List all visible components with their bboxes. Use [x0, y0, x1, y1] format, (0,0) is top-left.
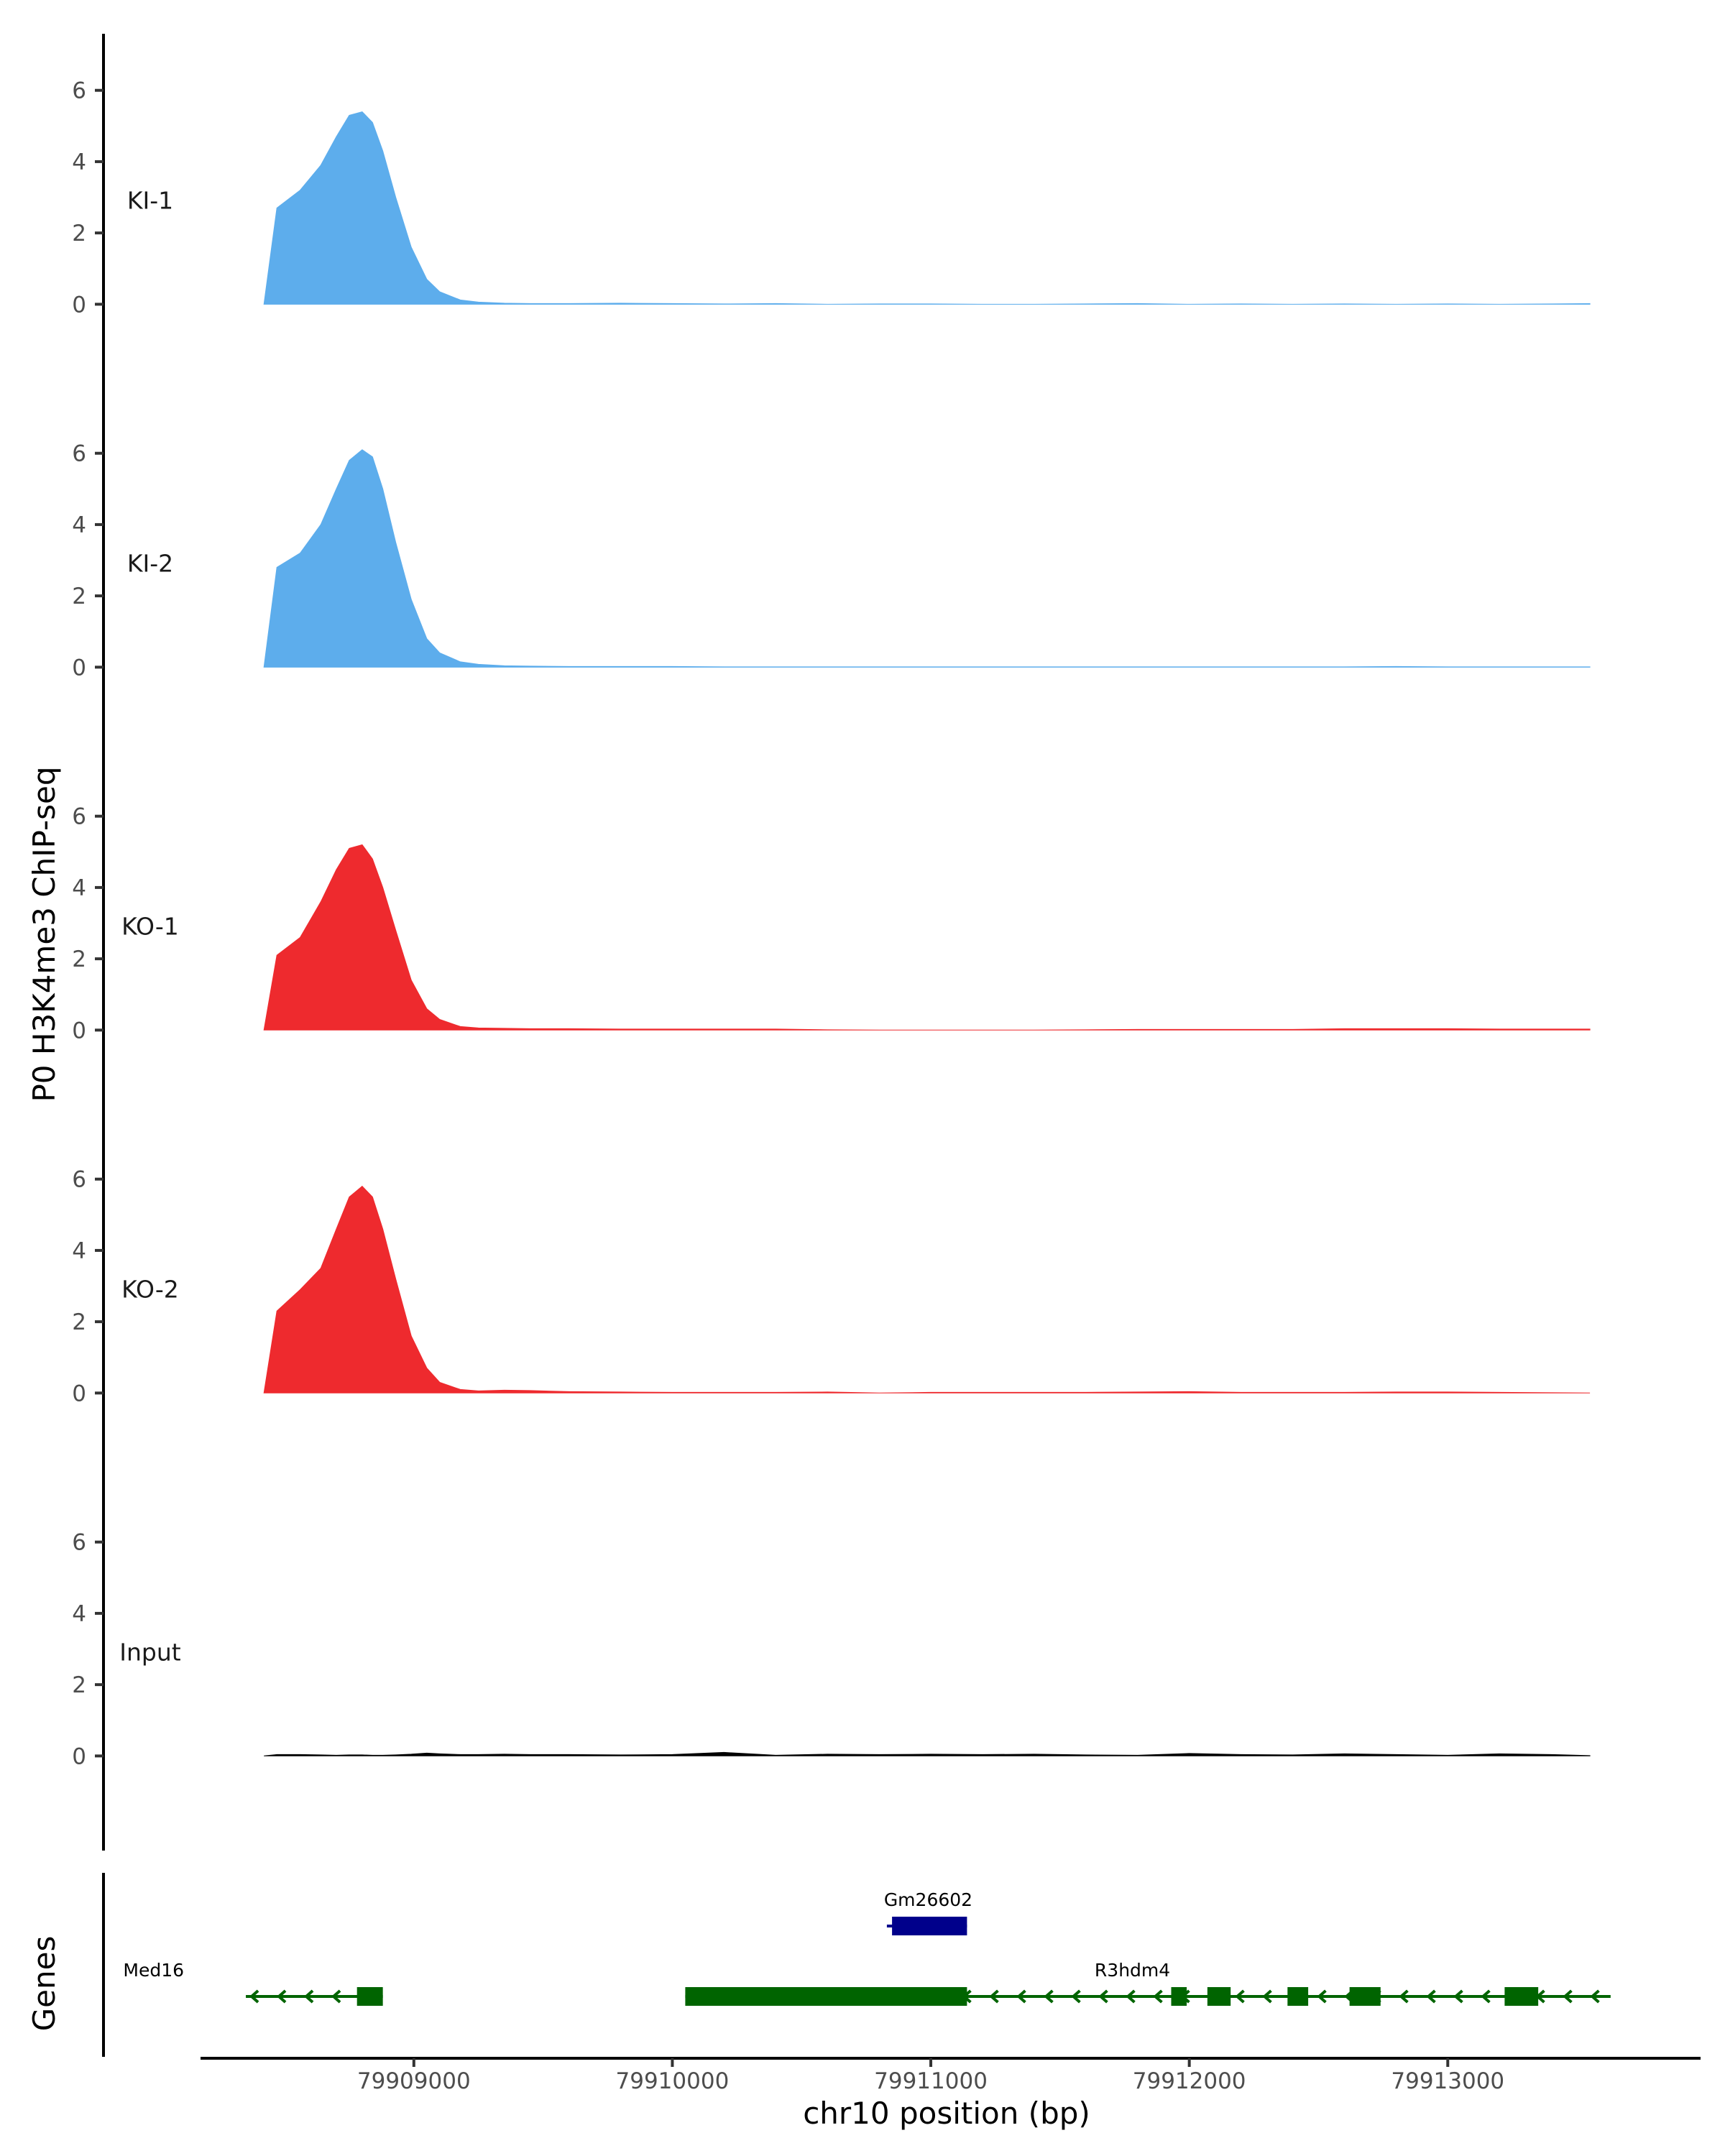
strand-arrow [249, 1989, 259, 2004]
gene-label: Gm26602 [884, 1889, 972, 1910]
y-tick-label: 0 [72, 655, 86, 681]
strand-arrow [304, 1989, 314, 2004]
y-tick-label: 6 [72, 441, 86, 467]
panel-ki-1: 0 2 4 6 KI-1 [72, 34, 1591, 399]
strand-arrow [1453, 1989, 1463, 2004]
x-tick-label: 79910000 [616, 2068, 730, 2094]
y-tick-label: 4 [72, 1238, 86, 1264]
signal-area-ko-2 [263, 1185, 1591, 1393]
x-tick-label: 79913000 [1391, 2068, 1504, 2094]
panel-ki-2: 0 2 4 6 KI-2 [72, 397, 1591, 762]
track-label-ko-1: KO-1 [121, 912, 179, 940]
strand-arrow [1317, 1989, 1327, 2004]
strand-arrow [1426, 1989, 1436, 2004]
gene-exon [356, 1987, 383, 2006]
strand-arrow [1098, 1989, 1108, 2004]
strand-arrow [1481, 1989, 1491, 2004]
strand-arrow [277, 1989, 287, 2004]
panel-ko-2: 0 2 4 6 KO-2 [72, 1123, 1591, 1488]
y-tick-label: 2 [72, 221, 86, 247]
strand-arrow [1399, 1989, 1409, 2004]
y-tick-label: 2 [72, 946, 86, 972]
x-tick-label: 79909000 [357, 2068, 471, 2094]
y-tick-label: 4 [72, 875, 86, 901]
y-tick-label: 0 [72, 1018, 86, 1044]
signal-area-ki-2 [263, 449, 1591, 668]
y-tick-label: 4 [72, 149, 86, 175]
strand-arrow [331, 1989, 341, 2004]
panel-input: 0 2 4 6 Input [72, 1485, 1591, 1851]
gene-track: Med16 R3hdm4 Gm26602 [102, 1873, 1611, 2057]
strand-arrow [1016, 1989, 1026, 2004]
strand-arrow [1235, 1989, 1245, 2004]
strand-arrow [1153, 1989, 1163, 2004]
signal-area-ki-1 [263, 111, 1591, 305]
track-label-ki-2: KI-2 [127, 549, 173, 577]
gene-label: R3hdm4 [1095, 1960, 1170, 1981]
y-tick-label: 6 [72, 1530, 86, 1556]
gene-label: Med16 [123, 1960, 184, 1981]
y-tick-label: 4 [72, 1601, 86, 1627]
gene-exon [1504, 1987, 1539, 2006]
gene-exon [1171, 1987, 1187, 2006]
y-tick-label: 6 [72, 804, 86, 830]
track-label-ko-2: KO-2 [121, 1275, 179, 1303]
x-tick-label: 79912000 [1133, 2068, 1246, 2094]
panel-ko-1: 0 2 4 6 KO-1 [72, 760, 1591, 1125]
signal-panels: 0 2 4 6 KI-1 0 2 4 6 KI-2 0 2 4 6 KO-1 0 2 4 6 KO-2 0 2 4 6 Inpu… [72, 34, 1591, 1851]
strand-arrow [1563, 1989, 1573, 2004]
track-label-input: Input [119, 1638, 181, 1666]
signal-area-input [264, 1751, 1591, 1756]
y-tick-label: 2 [72, 584, 86, 609]
y-tick-label: 0 [72, 292, 86, 318]
gene-exon [1349, 1987, 1381, 2006]
y-tick-label: 2 [72, 1309, 86, 1335]
y-tick-label: 0 [72, 1743, 86, 1769]
strand-arrow [1126, 1989, 1136, 2004]
gene-exon [1207, 1987, 1231, 2006]
gene-med16: Med16 [123, 1960, 383, 2006]
strand-arrow [989, 1989, 999, 2004]
y-tick-label: 6 [72, 78, 86, 104]
y-tick-label: 4 [72, 512, 86, 538]
y-tick-label: 6 [72, 1167, 86, 1193]
track-label-ki-1: KI-1 [127, 186, 173, 214]
strand-arrow [1262, 1989, 1272, 2004]
strand-arrow [1071, 1989, 1081, 2004]
gene-gm26602: Gm26602 [884, 1889, 972, 1935]
gene-r3hdm4: R3hdm4 [685, 1960, 1611, 2006]
strand-arrow [1044, 1989, 1054, 2004]
genes-axis-title: Genes [27, 1936, 62, 2032]
y-tick-label: 0 [72, 1381, 86, 1406]
gene-exon [1287, 1987, 1309, 2006]
gene-exon [685, 1987, 967, 2006]
x-axis: 79909000 79910000 79911000 79912000 79913000 [201, 2057, 1701, 2094]
y-tick-label: 2 [72, 1672, 86, 1698]
x-tick-label: 79911000 [874, 2068, 988, 2094]
signal-area-ko-1 [263, 844, 1591, 1031]
gene-exon [892, 1917, 967, 1935]
y-axis-title: P0 H3K4me3 ChIP-seq [27, 766, 62, 1102]
x-axis-title: chr10 position (bp) [803, 2096, 1090, 2131]
strand-arrow [1590, 1989, 1600, 2004]
